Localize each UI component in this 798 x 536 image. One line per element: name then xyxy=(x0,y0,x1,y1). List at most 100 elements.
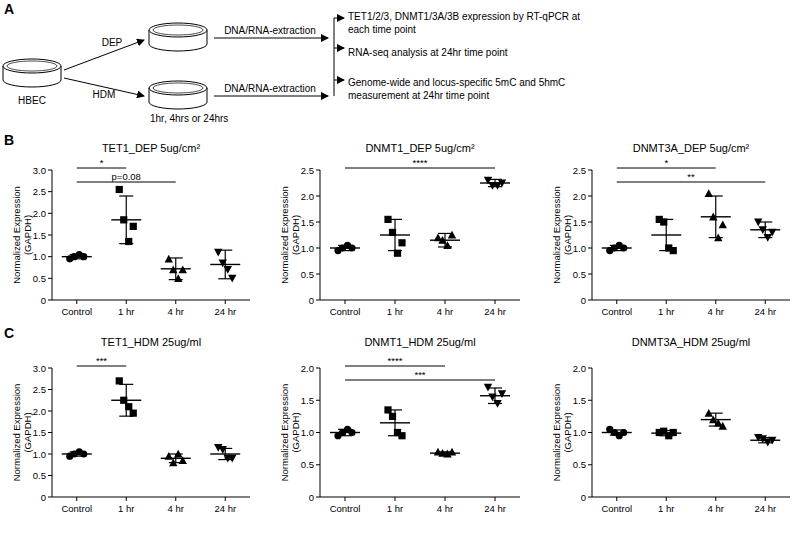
y-tick-label: 0 xyxy=(309,295,314,306)
dish-rim xyxy=(149,23,207,37)
x-tick-label: 1 hr xyxy=(658,503,674,514)
y-tick xyxy=(316,274,320,275)
y-tick-label: 2.5 xyxy=(301,165,314,176)
error-bar xyxy=(610,245,624,250)
y-tick-label: 1.5 xyxy=(573,217,586,228)
error-cap xyxy=(438,451,452,452)
data-point xyxy=(116,186,123,193)
x-tick-label: 24 hr xyxy=(754,306,776,317)
x-tick xyxy=(225,497,226,501)
error-stem xyxy=(225,250,226,279)
axis-label: (GAPDH) xyxy=(562,215,573,255)
y-tick xyxy=(588,222,592,223)
error-cap xyxy=(218,250,232,251)
chart: DNMT3A_DEP 5ug/cm²Normalized Expression(… xyxy=(551,142,790,317)
y-tick-label: 1.0 xyxy=(301,427,314,438)
error-cap xyxy=(488,179,502,180)
error-cap xyxy=(119,243,133,244)
y-tick-label: 1.5 xyxy=(33,230,46,241)
x-tick xyxy=(715,497,716,501)
arrow xyxy=(334,80,344,81)
chart-title: TET1_DEP 5ug/cm² xyxy=(102,142,201,154)
x-tick-label: 4 hr xyxy=(168,306,184,317)
x-tick-label: 4 hr xyxy=(437,503,453,514)
x-tick-label: 24 hr xyxy=(754,503,776,514)
y-tick-label: 2.0 xyxy=(33,208,46,219)
x-axis xyxy=(52,497,250,498)
chart: DNMT1_DEP 5ug/cm²Normalized Expression(G… xyxy=(279,142,520,317)
x-tick xyxy=(345,497,346,501)
error-cap xyxy=(169,453,183,454)
x-tick xyxy=(126,497,127,501)
y-tick-label: 3.0 xyxy=(33,363,46,374)
dish-rim xyxy=(149,81,207,95)
error-bar xyxy=(169,454,183,463)
error-stem xyxy=(666,431,667,436)
error-cap xyxy=(610,429,624,430)
error-bar xyxy=(388,219,402,250)
error-cap xyxy=(388,219,402,220)
error-cap xyxy=(169,279,183,280)
y-tick xyxy=(48,235,52,236)
x-tick-label: Control xyxy=(601,503,632,514)
error-bar xyxy=(659,219,673,250)
y-tick xyxy=(588,368,592,369)
error-bar xyxy=(388,410,402,436)
error-cap xyxy=(119,416,133,417)
error-bar xyxy=(338,429,352,435)
error-stem xyxy=(765,222,766,238)
error-cap xyxy=(438,454,452,455)
x-tick-label: 24 hr xyxy=(484,503,506,514)
dish-inner xyxy=(7,61,57,71)
axis-label: Normalized Expression xyxy=(279,384,290,482)
x-tick xyxy=(765,497,766,501)
error-cap xyxy=(659,435,673,436)
data-point xyxy=(130,223,137,230)
error-cap xyxy=(338,245,352,246)
error-cap xyxy=(218,459,232,460)
x-tick xyxy=(395,300,396,304)
error-cap xyxy=(709,425,723,426)
x-tick xyxy=(175,497,176,501)
x-tick xyxy=(616,497,617,501)
y-tick xyxy=(48,432,52,433)
error-cap xyxy=(388,435,402,436)
axis-label: Normalized Expression xyxy=(551,186,562,284)
error-stem xyxy=(444,233,445,247)
x-tick-label: 24 hr xyxy=(214,503,236,514)
arrow xyxy=(334,18,344,19)
y-tick xyxy=(48,411,52,412)
chart-title: DNMT1_HDM 25ug/ml xyxy=(364,336,475,348)
y-tick-label: 1.5 xyxy=(301,217,314,228)
error-bar xyxy=(758,438,772,443)
y-tick-label: 0 xyxy=(309,492,314,503)
x-tick-label: 1 hr xyxy=(658,306,674,317)
y-tick-label: 1.0 xyxy=(301,243,314,254)
error-stem xyxy=(715,196,716,238)
y-tick xyxy=(588,274,592,275)
chart-title: DNMT3A_HDM 25ug/ml xyxy=(632,336,751,348)
x-axis xyxy=(52,300,250,301)
x-tick xyxy=(395,497,396,501)
y-tick-label: 1.5 xyxy=(33,427,46,438)
y-tick xyxy=(588,400,592,401)
x-axis xyxy=(592,300,790,301)
significance-label: *** xyxy=(96,355,107,366)
significance-label: ** xyxy=(687,171,695,182)
y-tick-label: 1.0 xyxy=(33,449,46,460)
x-tick-label: 4 hr xyxy=(168,503,184,514)
y-tick xyxy=(316,170,320,171)
significance-label: * xyxy=(664,157,668,168)
error-cap xyxy=(758,437,772,438)
x-tick-label: 24 hr xyxy=(214,306,236,317)
y-tick-label: 2.0 xyxy=(301,363,314,374)
y-tick xyxy=(588,196,592,197)
x-tick-label: Control xyxy=(330,503,361,514)
error-stem xyxy=(126,196,127,244)
y-tick-label: 1.0 xyxy=(573,243,586,254)
x-tick-label: 1 hr xyxy=(387,306,403,317)
error-stem xyxy=(126,384,127,416)
analysis-text: measurement at 24hr time point xyxy=(348,90,489,101)
y-tick-label: 1.5 xyxy=(573,395,586,406)
x-tick-label: 1 hr xyxy=(118,306,134,317)
